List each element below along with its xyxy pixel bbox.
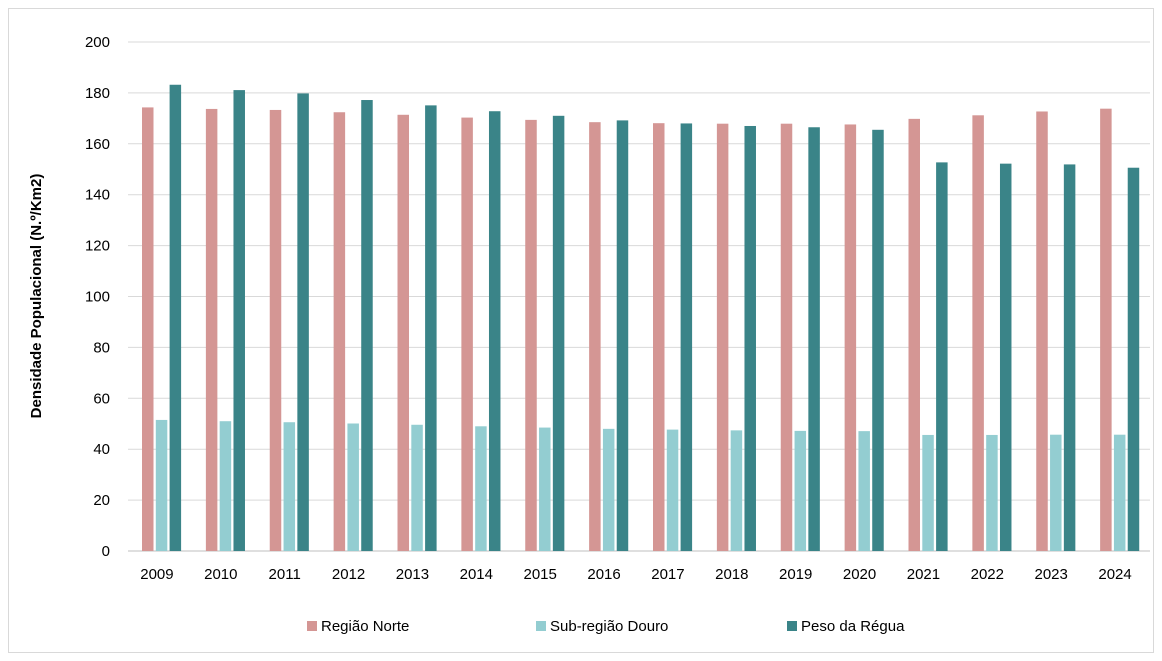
y-tick-label: 20: [93, 492, 110, 509]
y-tick-label: 40: [93, 441, 110, 458]
legend-label: Sub-região Douro: [550, 618, 668, 635]
legend-swatch: [787, 621, 797, 631]
bar-sub-regi-o-douro-2024: [1113, 434, 1126, 551]
bar-regi-o-norte-2022: [972, 115, 984, 552]
legend: Região Norte Sub-região Douro Peso da Régu…: [307, 618, 905, 635]
bar-peso-da-r-gua-2020: [872, 129, 884, 552]
bar-sub-regi-o-douro-2009: [155, 419, 168, 551]
x-tick-label: 2020: [843, 566, 876, 583]
bar-sub-regi-o-douro-2011: [283, 422, 296, 551]
bar-regi-o-norte-2016: [589, 122, 601, 551]
y-tick-label: 180: [85, 85, 110, 102]
x-tick-label: 2019: [779, 566, 812, 583]
bar-sub-regi-o-douro-2021: [922, 434, 934, 551]
bar-peso-da-r-gua-2009: [169, 84, 182, 552]
bar-regi-o-norte-2023: [1036, 111, 1048, 551]
x-tick-label: 2014: [460, 566, 493, 583]
x-tick-label: 2012: [332, 566, 365, 583]
x-tick-label: 2009: [140, 566, 173, 583]
bar-regi-o-norte-2015: [525, 119, 537, 551]
y-tick-label: 140: [85, 187, 110, 204]
x-tick-label: 2023: [1035, 566, 1068, 583]
bar-peso-da-r-gua-2011: [297, 93, 309, 551]
bar-peso-da-r-gua-2013: [425, 105, 437, 552]
x-tick-label: 2010: [204, 566, 237, 583]
y-tick-label: 160: [85, 136, 110, 153]
bar-peso-da-r-gua-2014: [488, 111, 501, 551]
y-tick-label: 80: [93, 339, 110, 356]
bar-peso-da-r-gua-2015: [552, 115, 565, 552]
x-tick-label: 2013: [396, 566, 429, 583]
bar-sub-regi-o-douro-2015: [539, 427, 551, 551]
y-tick-label: 100: [85, 289, 110, 306]
x-tick-label: 2022: [971, 566, 1004, 583]
x-tick-label: 2018: [715, 566, 748, 583]
bar-peso-da-r-gua-2023: [1063, 164, 1076, 552]
bar-peso-da-r-gua-2012: [361, 100, 373, 551]
chart-frame: [8, 8, 1154, 653]
bar-sub-regi-o-douro-2017: [666, 429, 679, 551]
bar-regi-o-norte-2011: [269, 109, 282, 551]
bar-peso-da-r-gua-2018: [744, 125, 756, 552]
legend-label: Peso da Régua: [801, 618, 905, 635]
y-axis-label: Densidade Populacional (N.º/Km2): [28, 174, 45, 419]
bar-regi-o-norte-2012: [333, 112, 346, 551]
bar-sub-regi-o-douro-2018: [730, 430, 743, 551]
bar-peso-da-r-gua-2017: [680, 123, 693, 551]
bar-peso-da-r-gua-2010: [233, 90, 245, 552]
x-tick-label: 2024: [1098, 566, 1131, 583]
bar-regi-o-norte-2024: [1100, 108, 1112, 551]
y-tick-label: 200: [85, 34, 110, 51]
bars: [142, 84, 1140, 552]
x-tick-label: 2016: [587, 566, 620, 583]
bar-sub-regi-o-douro-2022: [986, 434, 998, 551]
x-tick-label: 2015: [524, 566, 557, 583]
bar-sub-regi-o-douro-2014: [475, 426, 487, 551]
bar-sub-regi-o-douro-2023: [1050, 434, 1062, 551]
bar-sub-regi-o-douro-2016: [602, 428, 615, 551]
bar-regi-o-norte-2013: [397, 114, 409, 552]
bar-sub-regi-o-douro-2020: [858, 431, 870, 551]
bar-sub-regi-o-douro-2010: [219, 421, 232, 551]
y-tick-label: 0: [102, 543, 110, 560]
x-axis-ticks: 2009 2010 2011 2012 2013 2014 2015 2016 2017 2018…: [140, 566, 1132, 583]
bar-regi-o-norte-2019: [780, 123, 793, 551]
bar-regi-o-norte-2018: [716, 123, 729, 551]
y-tick-label: 60: [93, 390, 110, 407]
y-tick-label: 120: [85, 238, 110, 255]
x-tick-label: 2011: [269, 566, 301, 583]
x-tick-label: 2017: [651, 566, 684, 583]
bar-peso-da-r-gua-2021: [936, 162, 948, 552]
bar-peso-da-r-gua-2022: [999, 163, 1012, 551]
bar-sub-regi-o-douro-2013: [411, 424, 423, 551]
bar-peso-da-r-gua-2024: [1127, 167, 1140, 551]
bar-regi-o-norte-2014: [461, 117, 473, 552]
bar-regi-o-norte-2020: [844, 124, 857, 551]
bar-regi-o-norte-2017: [653, 123, 665, 552]
legend-swatch: [307, 621, 317, 631]
bar-peso-da-r-gua-2019: [808, 127, 820, 551]
bar-sub-regi-o-douro-2019: [794, 430, 807, 551]
y-axis-ticks: 0 20 40 60 80 100 120 140 160 180 200: [85, 34, 110, 560]
x-tick-label: 2021: [907, 566, 940, 583]
bar-regi-o-norte-2010: [205, 108, 218, 551]
bar-peso-da-r-gua-2016: [616, 120, 629, 552]
legend-swatch: [536, 621, 546, 631]
bar-regi-o-norte-2021: [908, 118, 920, 551]
bar-sub-regi-o-douro-2012: [347, 423, 359, 551]
legend-label: Região Norte: [321, 618, 409, 635]
bar-regi-o-norte-2009: [142, 107, 154, 552]
